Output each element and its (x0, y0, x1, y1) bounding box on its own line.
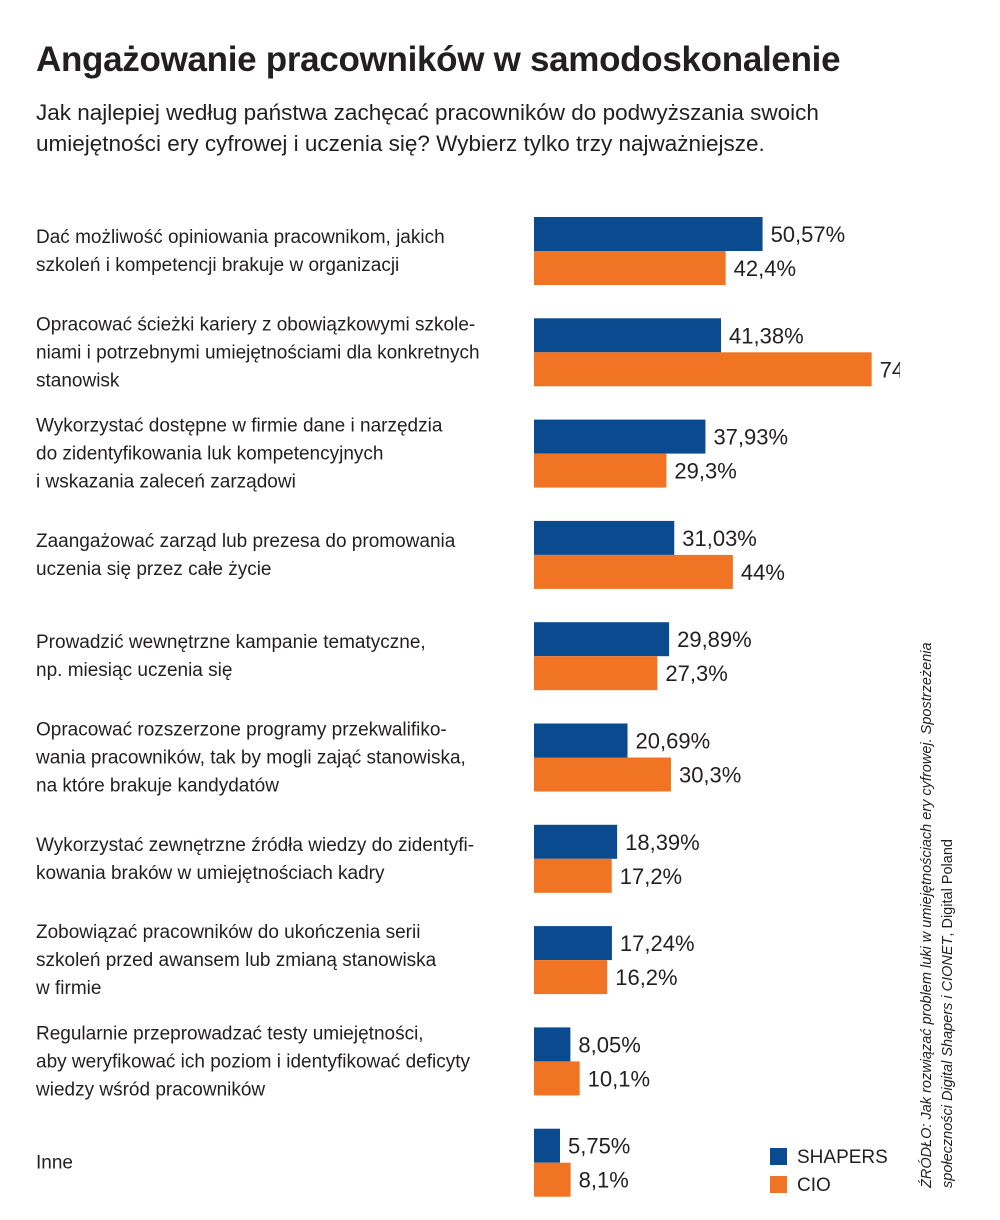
category-label: Prowadzić wewnętrzne kampanie tematyczne… (36, 632, 426, 681)
bar-cio (534, 757, 671, 792)
bar-cio (534, 858, 612, 893)
legend-label-shapers: SHAPERS (797, 1147, 888, 1168)
source-line-1: ŹRÓDŁO: Jak rozwiązać problem luki w umi… (919, 642, 935, 1188)
category-label-line: Inne (36, 1153, 73, 1174)
bar-cio (534, 554, 733, 589)
value-label-cio: 17,2% (620, 864, 682, 889)
category-label-line: do zidentyfikowania luk kompetencyjnych (36, 444, 383, 465)
value-label-shapers: 29,89% (677, 627, 752, 652)
category-label: Regularnie przeprowadzać testy umiejętno… (35, 1023, 471, 1100)
category-label: Opracować ścieżki kariery z obowiązkowym… (36, 314, 480, 391)
value-label-cio: 27,3% (665, 661, 727, 686)
value-label-cio: 10,1% (588, 1066, 650, 1091)
category-label-line: wania pracowników, tak by mogli zająć st… (35, 748, 466, 769)
value-label-cio: 16,2% (615, 965, 677, 990)
legend-label-cio: CIO (797, 1175, 831, 1196)
value-label-shapers: 8,05% (578, 1032, 640, 1057)
bar-shapers (534, 520, 675, 555)
bar-cio (534, 352, 872, 387)
value-label-cio: 8,1% (579, 1168, 629, 1193)
category-label-line: w firmie (35, 978, 101, 999)
value-label-cio: 29,3% (674, 459, 736, 484)
chart-subtitle: Jak najlepiej według państwa zachęcać pr… (36, 100, 819, 156)
category-label-line: Opracować rozszerzone programy przekwali… (36, 720, 447, 741)
category-label-line: Wykorzystać zewnętrzne źródła wiedzy do … (36, 835, 474, 856)
value-label-shapers: 20,69% (636, 729, 711, 754)
bar-cio (534, 251, 726, 285)
bar-shapers (534, 1128, 560, 1163)
category-label: Inne (36, 1153, 73, 1174)
legend-swatch-cio (770, 1176, 787, 1193)
category-label-line: np. miesiąc uczenia się (36, 660, 232, 681)
value-label-cio: 42,4% (734, 256, 796, 281)
bar-cio (534, 453, 667, 488)
category-label-line: Zaangażować zarząd lub prezesa do promow… (36, 531, 456, 552)
category-label-line: Wykorzystać dostępne w firmie dane i nar… (36, 416, 443, 437)
category-label: Dać możliwość opiniowania pracownikom, j… (36, 227, 445, 276)
value-label-shapers: 17,24% (620, 931, 695, 956)
value-label-shapers: 50,57% (771, 222, 846, 247)
bar-shapers (534, 419, 706, 454)
category-label: Zaangażować zarząd lub prezesa do promow… (36, 531, 456, 580)
value-label-shapers: 41,38% (729, 323, 804, 348)
category-label: Zobowiązać pracowników do ukończenia ser… (35, 922, 437, 999)
category-label-line: Prowadzić wewnętrzne kampanie tematyczne… (36, 632, 426, 653)
bar-shapers (534, 1027, 571, 1062)
category-label-line: Zobowiązać pracowników do ukończenia ser… (36, 922, 420, 943)
bar-shapers (534, 723, 628, 758)
bar-shapers (534, 824, 618, 859)
source-line-2-plain: , Digital Poland (940, 839, 956, 937)
legend-swatch-shapers (770, 1148, 787, 1165)
source-note: ŹRÓDŁO: Jak rozwiązać problem luki w umi… (917, 642, 959, 1188)
category-label: Opracować rozszerzone programy przekwali… (35, 720, 466, 797)
category-label-line: kowania braków w umiejętnościach kadry (36, 863, 385, 884)
category-label-line: stanowisk (36, 370, 120, 391)
category-label: Wykorzystać dostępne w firmie dane i nar… (36, 416, 443, 493)
category-label-line: wiedzy wśród pracowników (35, 1079, 265, 1100)
source-line-2: społeczności Digital Shapers i CIONET, D… (938, 642, 959, 1188)
value-label-cio: 30,3% (679, 763, 741, 788)
value-label-shapers: 5,75% (568, 1134, 630, 1159)
bar-shapers (534, 217, 763, 251)
category-label-line: szkoleń przed awansem lub zmianą stanowi… (36, 950, 437, 971)
bar-shapers (534, 926, 612, 961)
bar-cio (534, 1162, 571, 1197)
category-label-line: Regularnie przeprowadzać testy umiejętno… (36, 1023, 424, 1044)
bar-chart: Dać możliwość opiniowania pracownikom, j… (35, 217, 900, 1197)
category-label-line: niami i potrzebnymi umiejętnościami dla … (36, 342, 480, 363)
category-label-line: uczenia się przez całe życie (36, 559, 272, 580)
bar-shapers (534, 622, 670, 657)
category-label-line: Opracować ścieżki kariery z obowiązkowym… (36, 314, 475, 335)
source-line-2-italic: społeczności Digital Shapers i CIONET (940, 936, 956, 1188)
value-label-shapers: 31,03% (682, 526, 757, 551)
category-label-line: aby weryfikować ich poziom i identyfikow… (36, 1051, 471, 1072)
chart-title: Angażowanie pracowników w samodoskonalen… (36, 40, 841, 79)
bar-shapers (534, 318, 722, 353)
category-label-line: i wskazania zaleceń zarządowi (36, 472, 296, 493)
category-label-line: Dać możliwość opiniowania pracownikom, j… (36, 227, 445, 248)
category-label: Wykorzystać zewnętrzne źródła wiedzy do … (36, 835, 474, 884)
value-label-shapers: 37,93% (713, 425, 788, 450)
bar-cio (534, 656, 658, 691)
value-label-shapers: 18,39% (625, 830, 700, 855)
category-label-line: szkoleń i kompetencji brakuje w organiza… (36, 255, 399, 276)
value-label-cio: 44% (741, 560, 785, 585)
category-label-line: na które brakuje kandydatów (36, 776, 279, 797)
value-label-cio: 74,7% (880, 357, 900, 382)
bar-cio (534, 960, 608, 995)
bar-cio (534, 1061, 580, 1096)
